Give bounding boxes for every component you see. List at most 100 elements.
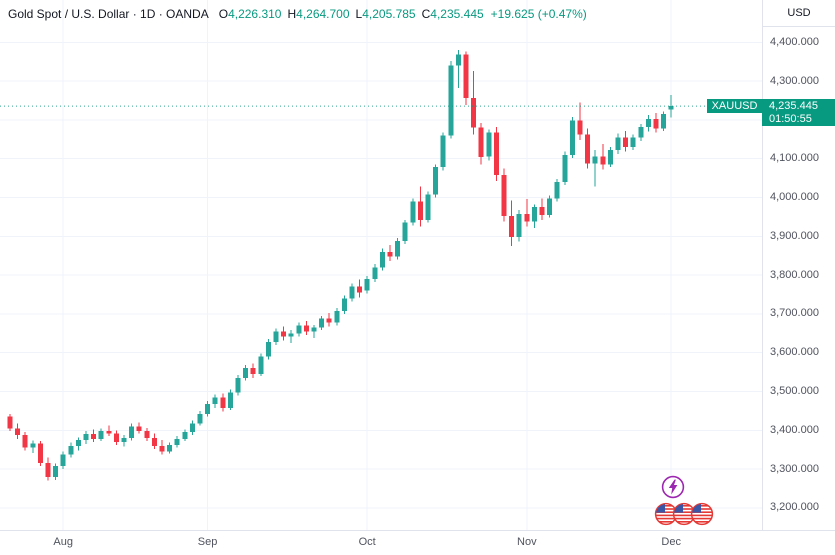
candle-body — [493, 132, 499, 175]
candle-body — [372, 267, 378, 279]
time-axis-label: Aug — [53, 536, 73, 548]
candle-body — [486, 132, 492, 157]
ohlc-field-value: 4,205.785 — [362, 7, 416, 21]
candle-body — [7, 416, 13, 429]
candle-body — [524, 213, 530, 222]
time-axis-label: Nov — [517, 536, 537, 548]
candle-body — [319, 318, 325, 328]
symbol-title[interactable]: Gold Spot / U.S. Dollar · 1D · OANDA — [8, 7, 209, 21]
chart-canvas[interactable]: Gold Spot / U.S. Dollar · 1D · OANDA O 4,… — [0, 0, 762, 530]
price-tick-label: 3,800.000 — [770, 268, 819, 281]
candle-body — [615, 137, 621, 151]
time-axis-label: Dec — [661, 536, 681, 548]
ohlc-field-value: 4,235.445 — [430, 7, 484, 21]
candle-body — [182, 432, 188, 439]
price-tick-label: 3,300.000 — [770, 462, 819, 475]
candle-body — [30, 443, 36, 448]
candle-body — [395, 240, 401, 257]
candle-body — [258, 356, 264, 375]
price-tick-label: 4,400.000 — [770, 35, 819, 48]
candle-body — [212, 397, 218, 404]
candle-body — [243, 368, 249, 378]
candle-body — [334, 310, 340, 323]
price-tick-label: 4,000.000 — [770, 191, 819, 203]
time-axis[interactable]: Aug Sep Oct Nov Dec — [0, 530, 835, 555]
candle-body — [159, 445, 165, 452]
candle-body — [311, 327, 317, 332]
candle-body — [463, 54, 469, 99]
candle-body — [379, 251, 385, 268]
candle-body — [75, 440, 81, 446]
candle-body — [410, 201, 416, 223]
candle-body — [281, 331, 287, 337]
candle-body — [471, 98, 477, 128]
ohlc-field-value: 4,264.700 — [296, 7, 350, 21]
candle-body — [668, 106, 674, 110]
candle-body — [235, 377, 241, 393]
candle-body — [509, 216, 515, 238]
candle-body — [265, 341, 271, 357]
candle-body — [106, 431, 112, 434]
candle-body — [273, 331, 279, 342]
candle-body — [569, 120, 575, 155]
candle-body — [68, 445, 74, 455]
candle-body — [136, 426, 142, 432]
candle-body — [144, 431, 150, 439]
candle-body — [478, 127, 484, 157]
candle-body — [205, 403, 211, 414]
candle-body — [653, 119, 659, 129]
candle-body — [440, 135, 446, 168]
candle-body — [326, 318, 332, 323]
candle-body — [250, 368, 256, 374]
badge-symbol: XAUUSD — [711, 99, 758, 112]
candle-body — [220, 397, 226, 408]
ohlc-field-label: O — [218, 7, 229, 21]
candle-body — [433, 167, 439, 195]
price-tick-label: 3,200.000 — [770, 501, 819, 514]
price-tick-label: 3,900.000 — [770, 229, 819, 242]
candle-body — [562, 154, 568, 182]
candle-body — [417, 201, 423, 220]
candle-body — [630, 137, 636, 147]
ohlc-field-label: H — [287, 7, 297, 21]
candle-body — [357, 286, 363, 293]
ohlc-field-value: 4,226.310 — [228, 7, 282, 21]
candle-body — [638, 126, 644, 138]
price-tick-label: 3,700.000 — [770, 307, 819, 320]
candle-body — [455, 54, 461, 66]
us-flags-sticker[interactable] — [654, 502, 716, 526]
candle-body — [585, 134, 591, 164]
candle-body — [501, 175, 507, 217]
badge-countdown: 01:50:55 — [762, 112, 835, 126]
candle-body — [607, 150, 613, 165]
candle-body — [37, 443, 43, 463]
candle-body — [539, 207, 545, 215]
candle-body — [60, 454, 66, 466]
candle-body — [98, 431, 104, 439]
candle-body — [425, 194, 431, 220]
candle-body — [577, 120, 583, 135]
price-axis[interactable]: USD 4,400.0004,300.0004,200.0004,100.000… — [762, 0, 835, 530]
candle-body — [554, 182, 560, 199]
candle-body — [448, 65, 454, 136]
lightning-sticker[interactable] — [661, 475, 685, 499]
currency-label: USD — [763, 0, 835, 27]
lightning-icon — [661, 475, 685, 499]
candle-body — [288, 333, 294, 337]
candle-body — [197, 414, 203, 424]
price-tick-label: 4,300.000 — [770, 74, 819, 87]
candle-body — [623, 137, 629, 147]
candle-body — [387, 251, 393, 257]
candle-body — [661, 113, 667, 129]
ohlc-values: O 4,226.310 H 4,264.700 L 4,205.785 C 4,235.445 — [219, 7, 484, 21]
candle-body — [645, 119, 651, 127]
candle-body — [516, 213, 522, 238]
candlestick-chart[interactable] — [0, 0, 762, 530]
candle-body — [303, 325, 309, 332]
change-value: +19.625 (+0.47%) — [490, 7, 587, 21]
candle-body — [129, 426, 135, 438]
chart-legend: Gold Spot / U.S. Dollar · 1D · OANDA O 4,… — [8, 7, 587, 21]
ohlc-field-label: C — [421, 7, 431, 21]
candle-body — [402, 222, 408, 241]
